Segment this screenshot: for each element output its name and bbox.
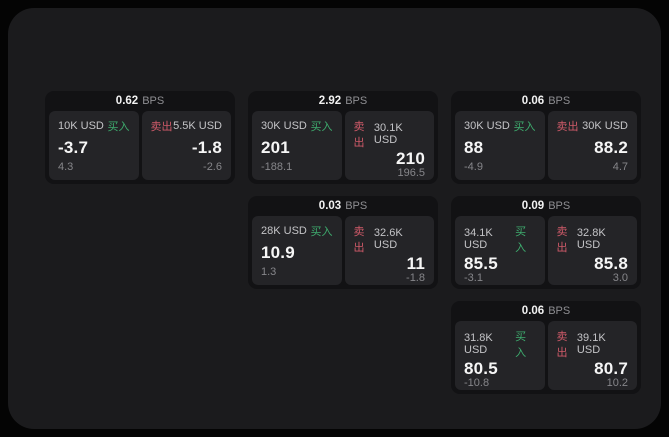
bps-value: 0.09 — [521, 200, 545, 212]
buy-tile[interactable]: 31.8K USD 买入 80.5 -10.8 — [455, 321, 545, 390]
buy-main-value: 10.9 — [261, 243, 295, 262]
bps-header: 0.03 BPS — [252, 196, 434, 216]
sell-amount: 30K USD — [582, 120, 628, 132]
buy-label: 买入 — [515, 226, 527, 254]
bps-unit-label: BPS — [345, 200, 368, 212]
sell-amount: 39.1K USD — [576, 332, 606, 356]
buy-main-value: 201 — [261, 138, 290, 157]
sell-label: 卖出 — [556, 331, 568, 359]
bps-unit-label: BPS — [548, 200, 571, 212]
sell-main-value: 85.8 — [594, 254, 628, 273]
buy-sub-value: -3.1 — [464, 272, 483, 284]
quote-card: 2.92 BPS 30K USD 买入 201 -188.1 卖出 30.1K … — [248, 91, 438, 184]
bps-header: 0.06 BPS — [455, 301, 637, 321]
sell-main-value: 210 — [396, 149, 425, 168]
sell-main-value: -1.8 — [191, 138, 222, 157]
buy-label: 买入 — [310, 121, 333, 133]
buy-label: 买入 — [107, 121, 130, 133]
sell-tile[interactable]: 卖出 30.1K USD 210 196.5 — [344, 111, 434, 180]
bps-unit-label: BPS — [548, 305, 571, 317]
bps-header: 0.06 BPS — [455, 91, 637, 111]
buy-tile[interactable]: 10K USD 买入 -3.7 4.3 — [49, 111, 139, 180]
buy-label: 买入 — [310, 226, 333, 238]
sell-sub-value: -1.8 — [406, 272, 425, 284]
sell-amount: 30.1K USD — [373, 122, 403, 146]
bps-unit-label: BPS — [548, 95, 571, 107]
bps-value: 0.06 — [521, 305, 545, 317]
buy-amount: 28K USD — [261, 225, 307, 237]
sell-sub-value: 3.0 — [612, 272, 628, 284]
sell-amount: 32.8K USD — [576, 227, 606, 251]
quote-card: 0.62 BPS 10K USD 买入 -3.7 4.3 卖出 5.5K USD — [45, 91, 235, 184]
sell-amount: 32.6K USD — [373, 227, 403, 251]
bps-unit-label: BPS — [345, 95, 368, 107]
buy-main-value: 80.5 — [464, 359, 498, 378]
buy-tile[interactable]: 34.1K USD 买入 85.5 -3.1 — [455, 216, 545, 285]
buy-tile[interactable]: 30K USD 买入 201 -188.1 — [252, 111, 342, 180]
quote-card: 0.09 BPS 34.1K USD 买入 85.5 -3.1 卖出 32.8K… — [451, 196, 641, 289]
buy-tile[interactable]: 28K USD 买入 10.9 1.3 — [252, 216, 342, 285]
sell-main-value: 11 — [406, 254, 425, 273]
sell-amount: 5.5K USD — [173, 120, 222, 132]
bps-unit-label: BPS — [142, 95, 165, 107]
buy-main-value: -3.7 — [58, 138, 89, 157]
buy-amount: 30K USD — [464, 120, 510, 132]
sell-sub-value: -2.6 — [203, 161, 222, 173]
buy-main-value: 88 — [464, 138, 484, 157]
sell-tile[interactable]: 卖出 30K USD 88.2 4.7 — [547, 111, 637, 180]
bps-value: 2.92 — [318, 95, 342, 107]
buy-main-value: 85.5 — [464, 254, 498, 273]
bps-header: 0.09 BPS — [455, 196, 637, 216]
bps-value: 0.03 — [318, 200, 342, 212]
buy-amount: 30K USD — [261, 120, 307, 132]
buy-label: 买入 — [515, 331, 527, 359]
sell-main-value: 80.7 — [594, 359, 628, 378]
sell-tile[interactable]: 卖出 5.5K USD -1.8 -2.6 — [141, 111, 231, 180]
buy-sub-value: -10.8 — [464, 377, 490, 389]
sell-label: 卖出 — [353, 121, 365, 149]
buy-label: 买入 — [513, 121, 536, 133]
buy-amount: 34.1K USD — [464, 227, 493, 251]
sell-tile[interactable]: 卖出 32.6K USD 11 -1.8 — [344, 216, 434, 285]
buy-amount: 10K USD — [58, 120, 104, 132]
bps-value: 0.06 — [521, 95, 545, 107]
quote-card: 0.06 BPS 30K USD 买入 88 -4.9 卖出 30K USD — [451, 91, 641, 184]
sell-sub-value: 10.2 — [606, 377, 628, 389]
sell-sub-value: 196.5 — [397, 167, 425, 179]
buy-sub-value: 4.3 — [58, 161, 74, 173]
sell-label: 卖出 — [150, 121, 173, 133]
bps-header: 2.92 BPS — [252, 91, 434, 111]
sell-label: 卖出 — [556, 121, 579, 133]
buy-sub-value: -188.1 — [261, 161, 293, 173]
sell-main-value: 88.2 — [594, 138, 628, 157]
buy-sub-value: -4.9 — [464, 161, 483, 173]
bps-value: 0.62 — [115, 95, 139, 107]
quotes-panel: 0.62 BPS 10K USD 买入 -3.7 4.3 卖出 5.5K USD — [8, 8, 661, 429]
sell-sub-value: 4.7 — [612, 161, 628, 173]
buy-sub-value: 1.3 — [261, 266, 277, 278]
sell-tile[interactable]: 卖出 32.8K USD 85.8 3.0 — [547, 216, 637, 285]
bps-header: 0.62 BPS — [49, 91, 231, 111]
buy-amount: 31.8K USD — [464, 332, 493, 356]
sell-tile[interactable]: 卖出 39.1K USD 80.7 10.2 — [547, 321, 637, 390]
sell-label: 卖出 — [353, 226, 365, 254]
buy-tile[interactable]: 30K USD 买入 88 -4.9 — [455, 111, 545, 180]
sell-label: 卖出 — [556, 226, 568, 254]
quote-card: 0.03 BPS 28K USD 买入 10.9 1.3 卖出 32.6K US… — [248, 196, 438, 289]
quote-card: 0.06 BPS 31.8K USD 买入 80.5 -10.8 卖出 39.1… — [451, 301, 641, 394]
